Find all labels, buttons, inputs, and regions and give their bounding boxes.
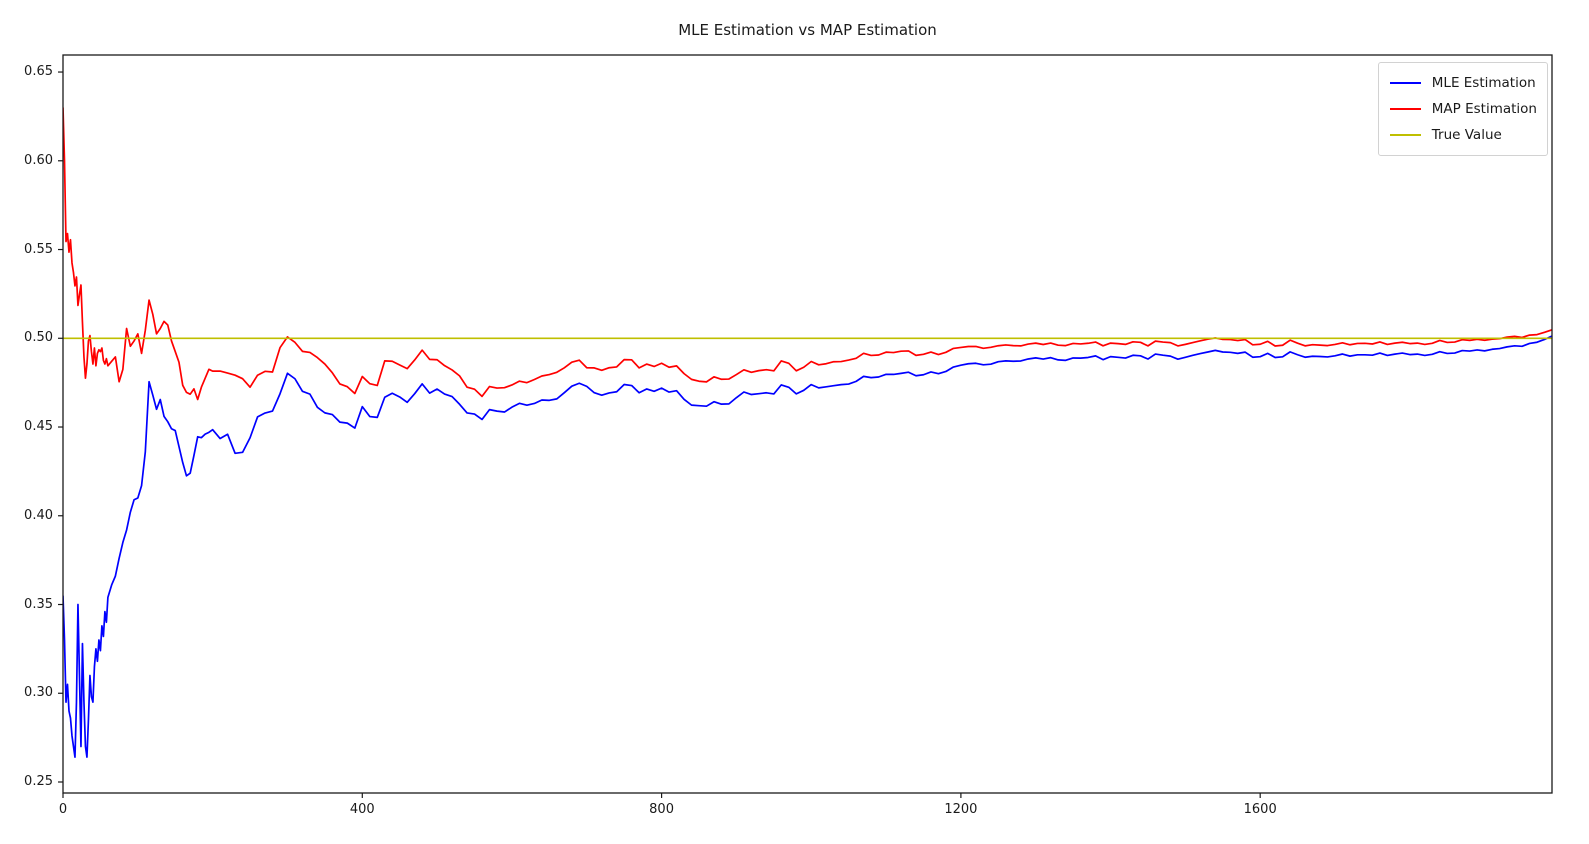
y-tick-label: 0.50 xyxy=(24,330,53,346)
axis-tick-marks xyxy=(58,71,1261,798)
x-tick-label: 1600 xyxy=(1243,802,1277,817)
y-tick-label: 0.25 xyxy=(24,773,53,789)
x-tick-label: 1200 xyxy=(944,802,978,817)
legend-item-true-value: True Value xyxy=(1389,122,1537,148)
mle-line-swatch xyxy=(1389,82,1421,84)
chart-title: MLE Estimation vs MAP Estimation xyxy=(678,21,937,39)
x-tick-label: 0 xyxy=(58,802,68,817)
x-tick-label: 400 xyxy=(349,802,375,817)
legend: MLE Estimation MAP Estimation True Value xyxy=(1377,62,1548,156)
plot-frame xyxy=(62,54,1553,794)
map-line xyxy=(63,107,1552,401)
y-tick-label: 0.30 xyxy=(24,685,53,701)
y-tick-label: 0.55 xyxy=(24,241,53,257)
map-line-swatch xyxy=(1389,108,1421,110)
mle-line xyxy=(63,335,1552,758)
y-tick-label: 0.60 xyxy=(24,152,53,168)
y-tick-label: 0.65 xyxy=(24,64,53,80)
x-tick-label: 800 xyxy=(649,802,674,817)
legend-item-mle: MLE Estimation xyxy=(1389,70,1537,96)
y-tick-label: 0.45 xyxy=(24,419,53,435)
legend-item-label: MAP Estimation xyxy=(1431,101,1537,117)
legend-item-map: MAP Estimation xyxy=(1389,96,1537,122)
y-tick-label: 0.40 xyxy=(24,507,53,523)
y-tick-label: 0.35 xyxy=(24,596,53,612)
legend-item-label: True Value xyxy=(1431,127,1502,143)
true-value-line-swatch xyxy=(1389,134,1421,136)
legend-item-label: MLE Estimation xyxy=(1431,75,1536,91)
